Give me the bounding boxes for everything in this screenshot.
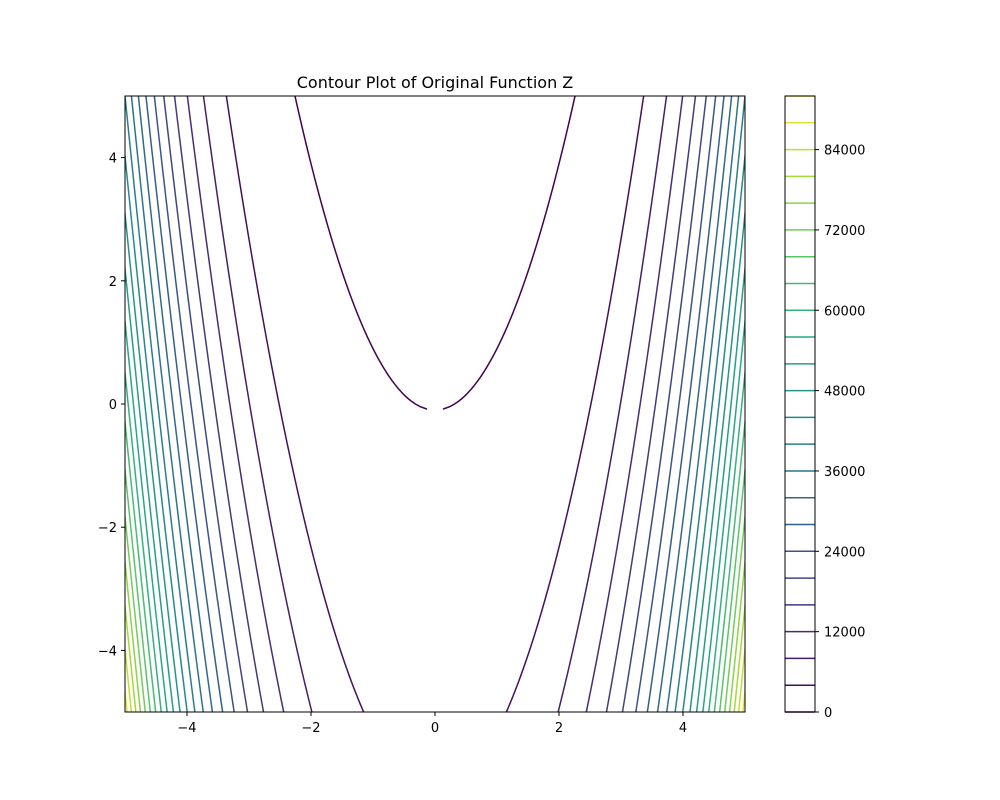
- x-axis: −4 −2 0 2 4: [177, 712, 687, 736]
- contour-line: [125, 554, 142, 712]
- contour-line: [125, 683, 128, 712]
- contour-line: [702, 314, 745, 712]
- contour-line: [737, 641, 745, 712]
- contour-line: [137, 96, 214, 712]
- contour-line: [728, 554, 745, 712]
- contour-line: [695, 261, 745, 712]
- y-tick-label: −2: [98, 521, 117, 536]
- contour-line: [125, 261, 175, 712]
- x-tick-label: 2: [555, 721, 563, 736]
- y-tick-label: 2: [109, 275, 117, 290]
- contour-line: [733, 598, 745, 712]
- x-tick-label: −4: [177, 721, 196, 736]
- contour-line: [125, 414, 157, 712]
- contour-line: [125, 365, 162, 712]
- contour-line: [125, 509, 147, 712]
- contour-line: [186, 96, 285, 712]
- colorbar-tick-label: 60000: [824, 304, 865, 319]
- contour-line: [742, 683, 745, 712]
- colorbar-tick-label: 36000: [824, 465, 865, 480]
- x-tick-label: 0: [431, 721, 439, 736]
- plot-frame: [124, 95, 746, 713]
- contour-line: [130, 96, 204, 712]
- contour-line: [125, 314, 168, 712]
- contour-line: [294, 96, 428, 410]
- y-tick-label: 0: [109, 398, 117, 413]
- contour-line: [173, 96, 265, 712]
- contour-line: [442, 96, 576, 410]
- contour-line: [125, 206, 181, 712]
- contour-line: [708, 365, 745, 712]
- contour-line: [605, 96, 697, 712]
- contour-line: [225, 96, 365, 712]
- y-tick-label: −4: [98, 644, 117, 659]
- contour-line: [153, 96, 235, 712]
- x-tick-label: 4: [679, 721, 687, 736]
- contour-line: [162, 96, 249, 712]
- contour-line: [145, 96, 224, 712]
- contour-line: [674, 96, 745, 712]
- contour-line: [125, 148, 188, 712]
- contour-line: [713, 414, 745, 712]
- contour-line: [125, 462, 152, 712]
- colorbar-tick-label: 72000: [824, 224, 865, 239]
- y-axis: −4 −2 0 2 4: [98, 152, 125, 659]
- y-tick-label: 4: [109, 152, 117, 167]
- chart-title: Contour Plot of Original Function Z: [297, 73, 574, 92]
- contour-line: [125, 96, 196, 712]
- contour-line: [505, 96, 645, 712]
- colorbar: [785, 95, 815, 713]
- contour-line: [202, 96, 313, 712]
- colorbar-tick-label: 24000: [824, 545, 865, 560]
- contour-line: [635, 96, 717, 712]
- contour-line: [621, 96, 708, 712]
- contour-lines: [125, 96, 803, 712]
- colorbar-frame: [784, 95, 816, 713]
- contour-line: [747, 96, 803, 712]
- contour-line: [689, 206, 745, 712]
- contour-line: [666, 96, 740, 712]
- contour-line: [656, 96, 733, 712]
- colorbar-tick-label: 48000: [824, 385, 865, 400]
- colorbar-tick-label: 84000: [824, 144, 865, 159]
- contour-line: [718, 462, 745, 712]
- colorbar-axis: 0 12000 24000 36000 48000 60000 72000 84000: [815, 144, 865, 721]
- contour-line: [682, 148, 745, 712]
- contour-line: [646, 96, 725, 712]
- colorbar-tick-label: 12000: [824, 626, 865, 641]
- contour-line: [585, 96, 684, 712]
- contour-line: [125, 598, 137, 712]
- contour-line: [723, 509, 745, 712]
- x-tick-label: −2: [301, 721, 320, 736]
- contour-line: [557, 96, 668, 712]
- colorbar-tick-label: 0: [824, 706, 832, 721]
